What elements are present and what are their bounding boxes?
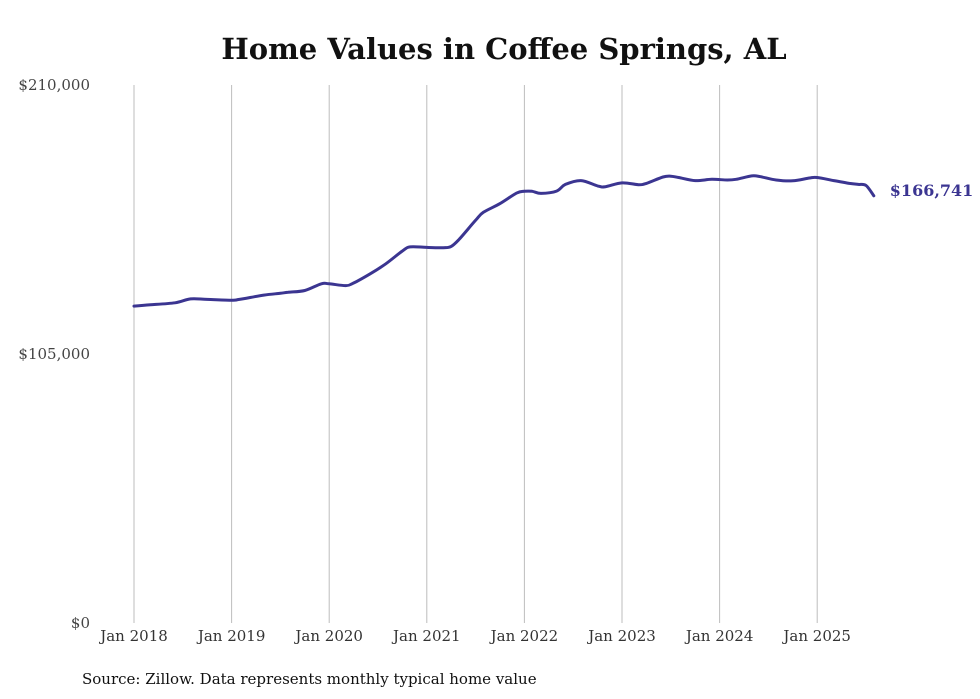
latest-value-label: $166,741 xyxy=(890,181,974,200)
x-tick-label: Jan 2023 xyxy=(586,627,656,645)
x-tick-label: Jan 2022 xyxy=(489,627,559,645)
home-value-line xyxy=(132,174,876,308)
x-axis-ticks: Jan 2018 Jan 2019 Jan 2020 Jan 2021 Jan 2022… xyxy=(98,627,851,645)
y-tick-label: $210,000 xyxy=(18,76,90,94)
grid-lines xyxy=(133,85,818,623)
y-tick-label: $105,000 xyxy=(18,345,90,363)
y-tick-label: $0 xyxy=(71,614,90,632)
x-tick-label: Jan 2020 xyxy=(293,627,363,645)
x-tick-label: Jan 2024 xyxy=(684,627,754,645)
x-tick-label: Jan 2025 xyxy=(781,627,851,645)
x-tick-label: Jan 2019 xyxy=(196,627,266,645)
chart-title: Home Values in Coffee Springs, AL xyxy=(221,32,786,66)
x-tick-label: Jan 2021 xyxy=(391,627,461,645)
source-note: Source: Zillow. Data represents monthly … xyxy=(82,670,537,688)
x-tick-label: Jan 2018 xyxy=(98,627,168,645)
y-axis-ticks: $0 $105,000 $210,000 xyxy=(18,76,90,632)
